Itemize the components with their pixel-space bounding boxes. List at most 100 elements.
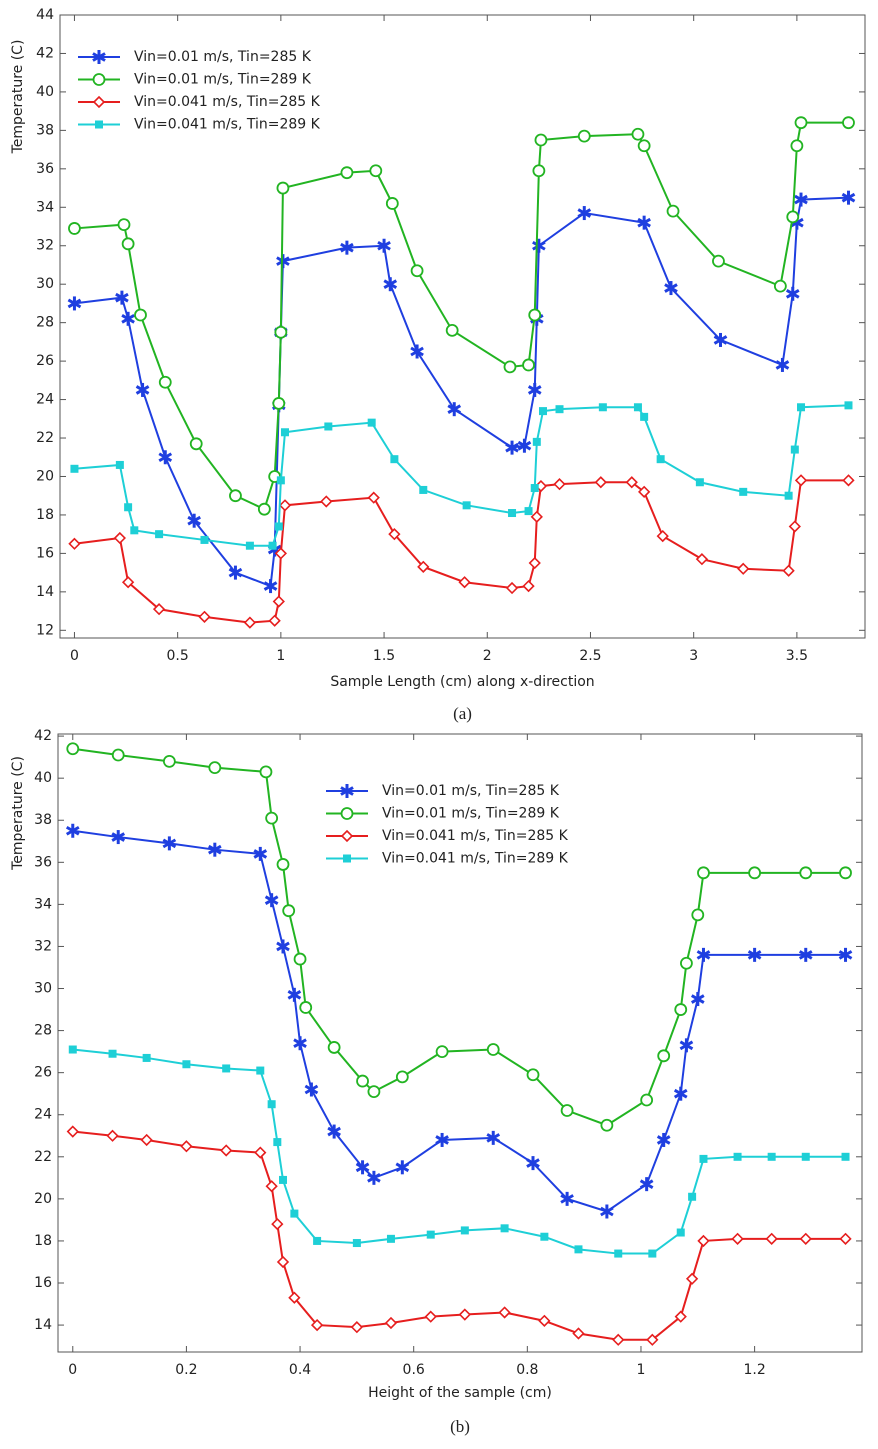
marker-shape <box>130 526 139 535</box>
marker <box>498 1306 511 1319</box>
marker-shape <box>288 1291 301 1304</box>
marker-shape <box>486 1133 501 1143</box>
marker <box>747 947 762 962</box>
marker-shape <box>140 1133 153 1147</box>
marker-shape <box>367 418 376 427</box>
y-tick-label: 36 <box>36 161 54 177</box>
series-line <box>74 404 849 547</box>
y-tick-label: 34 <box>36 199 54 215</box>
marker-shape <box>350 1321 364 1334</box>
marker-shape <box>265 811 279 825</box>
marker-shape <box>180 1140 193 1153</box>
marker <box>410 264 424 278</box>
marker <box>447 402 462 417</box>
marker-shape <box>435 1045 449 1059</box>
marker-shape <box>696 950 711 960</box>
y-tick-label: 18 <box>34 1233 52 1249</box>
marker-shape <box>540 1232 549 1241</box>
marker-shape <box>517 440 532 451</box>
y-tick-label: 28 <box>36 315 54 331</box>
y-tick-label: 26 <box>34 1065 52 1081</box>
x-tick-label: 2 <box>483 648 492 664</box>
marker <box>111 830 126 845</box>
marker <box>340 829 354 843</box>
marker-shape <box>68 222 81 235</box>
marker-shape <box>640 412 649 421</box>
marker <box>278 499 292 512</box>
marker-shape <box>142 1053 151 1062</box>
marker <box>524 507 533 516</box>
legend-label: Vin=0.041 m/s, Tin=289 K <box>382 851 569 867</box>
marker-shape <box>299 1001 313 1014</box>
marker-shape <box>268 541 277 550</box>
marker-shape <box>697 1234 710 1248</box>
y-tick-label: 24 <box>36 392 54 408</box>
marker <box>577 129 591 143</box>
marker <box>841 1152 850 1161</box>
marker <box>695 553 709 566</box>
marker <box>352 1239 361 1248</box>
marker <box>272 397 286 410</box>
marker <box>691 908 705 922</box>
marker-shape <box>794 474 808 487</box>
series-line <box>72 747 846 1127</box>
marker-shape <box>695 478 704 487</box>
marker <box>243 616 257 629</box>
marker <box>462 501 471 510</box>
x-tick-label: 0 <box>70 648 79 664</box>
y-tick-label: 24 <box>34 1107 52 1123</box>
marker-shape <box>253 849 268 859</box>
marker-shape <box>532 240 546 251</box>
marker-shape <box>666 204 680 218</box>
marker-shape <box>220 1144 233 1157</box>
marker <box>290 1209 299 1218</box>
marker <box>113 531 126 545</box>
marker-shape <box>276 1255 290 1269</box>
marker-shape <box>426 1230 435 1239</box>
marker-shape <box>200 535 209 544</box>
marker-shape <box>680 956 693 970</box>
marker <box>633 403 642 412</box>
marker <box>135 382 150 397</box>
marker <box>839 866 852 880</box>
marker <box>274 325 288 339</box>
marker <box>773 279 787 293</box>
marker-shape <box>293 952 307 966</box>
marker <box>115 290 129 305</box>
marker <box>66 1125 79 1138</box>
marker <box>664 281 678 296</box>
marker <box>426 1230 435 1239</box>
marker-shape <box>435 1135 449 1145</box>
x-tick-label: 2.5 <box>579 648 601 664</box>
marker-shape <box>737 562 750 575</box>
marker-shape <box>92 95 106 109</box>
marker-shape <box>340 242 354 253</box>
marker-shape <box>747 950 762 960</box>
legend-label: Vin=0.041 m/s, Tin=285 K <box>382 828 569 844</box>
marker <box>162 754 176 768</box>
marker <box>327 1124 341 1139</box>
marker-shape <box>189 437 203 451</box>
marker-shape <box>264 895 279 905</box>
marker-shape <box>383 279 398 289</box>
marker-shape <box>276 181 290 195</box>
marker <box>786 210 800 224</box>
marker-shape <box>388 528 401 541</box>
marker <box>106 1129 119 1142</box>
marker-shape <box>712 254 725 268</box>
marker <box>697 866 710 880</box>
marker <box>134 308 147 322</box>
marker-shape <box>733 1152 742 1161</box>
marker-shape <box>228 567 243 578</box>
marker-shape <box>254 1146 267 1159</box>
marker <box>737 562 750 575</box>
marker <box>676 1228 685 1237</box>
marker <box>187 513 201 528</box>
marker <box>288 1291 301 1304</box>
marker <box>299 1001 313 1014</box>
marker <box>313 1236 322 1245</box>
series-line <box>74 121 849 511</box>
marker <box>424 1310 437 1323</box>
marker <box>486 1043 500 1056</box>
marker <box>419 485 428 494</box>
